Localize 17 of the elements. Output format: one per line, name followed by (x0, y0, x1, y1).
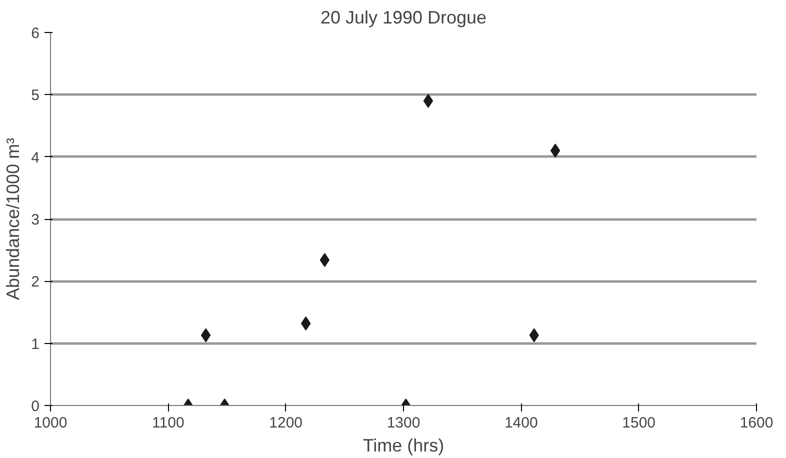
y-tick-label: 6 (31, 25, 40, 42)
y-tick-label: 0 (31, 398, 40, 415)
y-axis-title: Abundance/1000 m³ (3, 138, 24, 300)
x-tick-label: 1300 (386, 414, 420, 432)
x-tick-label: 1500 (622, 414, 656, 432)
y-tick-label: 4 (31, 149, 40, 166)
x-tick-label: 1400 (504, 414, 538, 432)
x-tick-label: 1200 (269, 414, 303, 432)
x-tick-label: 1600 (740, 414, 774, 432)
y-tick-label: 1 (31, 336, 40, 353)
x-tick-label: 1000 (34, 414, 68, 432)
y-tick-label: 3 (31, 212, 40, 228)
x-axis-title: Time (hrs) (362, 436, 444, 456)
y-tick-label: 5 (31, 87, 40, 104)
y-tick-label: 2 (31, 274, 40, 291)
x-tick-label: 1100 (152, 414, 184, 432)
chart-title: 20 July 1990 Drogue (320, 8, 487, 28)
